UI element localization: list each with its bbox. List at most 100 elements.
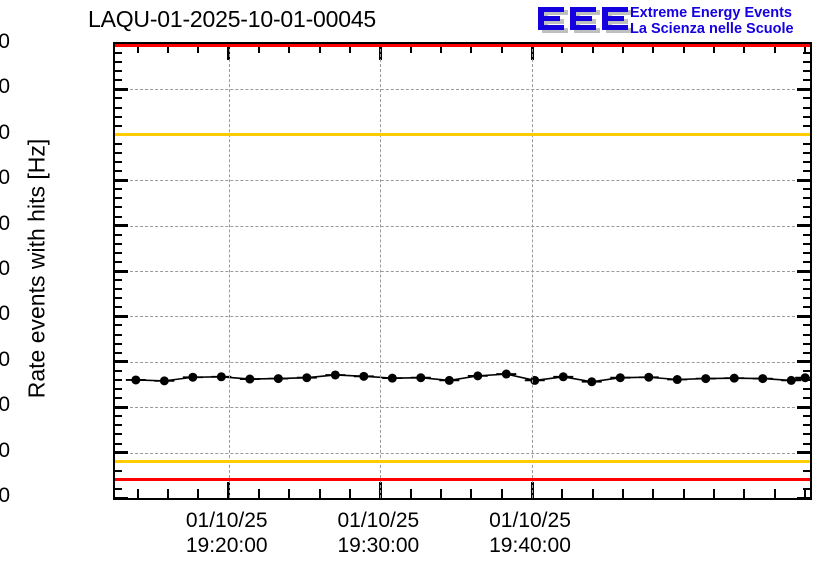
y-tick-minor bbox=[803, 188, 810, 191]
x-tick-minor bbox=[167, 489, 170, 498]
x-tick-label-time: 19:30:00 bbox=[337, 534, 420, 557]
x-tick-minor bbox=[621, 44, 624, 53]
x-gridline bbox=[228, 44, 230, 498]
x-tick-minor bbox=[743, 489, 746, 498]
x-tick-minor bbox=[136, 44, 139, 53]
y-tick-minor bbox=[803, 124, 810, 127]
x-tick-minor bbox=[288, 44, 291, 53]
y-tick-minor bbox=[115, 52, 122, 55]
threshold-line-lower-yellow bbox=[115, 460, 810, 464]
series-marker bbox=[359, 371, 369, 381]
y-tick-minor bbox=[115, 487, 122, 490]
y-tick-major bbox=[115, 269, 128, 273]
y-tick-minor bbox=[115, 215, 122, 218]
x-tick-minor bbox=[652, 489, 655, 498]
y-tick-minor bbox=[803, 378, 810, 381]
y-tick-minor bbox=[115, 288, 122, 291]
x-tick-minor bbox=[591, 489, 594, 498]
y-tick-minor bbox=[803, 251, 810, 254]
eee-logo: Extreme Energy Events La Scienza nelle S… bbox=[536, 4, 832, 40]
series-marker bbox=[701, 374, 711, 384]
y-tick-major bbox=[115, 314, 128, 318]
y-tick-major bbox=[797, 405, 810, 409]
y-tick-minor bbox=[803, 151, 810, 154]
x-tick-label-time: 19:40:00 bbox=[489, 534, 571, 557]
y-tick-minor bbox=[803, 106, 810, 109]
y-tick-minor bbox=[803, 161, 810, 164]
x-tick-label-date: 01/10/25 bbox=[489, 509, 571, 532]
series-marker bbox=[473, 371, 483, 381]
y-tick-minor bbox=[115, 369, 122, 372]
series-marker bbox=[672, 375, 682, 385]
x-tick-minor bbox=[712, 489, 715, 498]
y-tick-major bbox=[797, 360, 810, 364]
y-gridline bbox=[115, 225, 810, 227]
y-tick-minor bbox=[115, 260, 122, 263]
x-tick-minor bbox=[136, 489, 139, 498]
y-tick-label: 10 bbox=[0, 438, 10, 462]
series-marker bbox=[644, 372, 654, 382]
y-tick-minor bbox=[115, 342, 122, 345]
y-tick-minor bbox=[115, 170, 122, 173]
y-tick-minor bbox=[803, 324, 810, 327]
y-tick-minor bbox=[115, 397, 122, 400]
y-gridline bbox=[115, 407, 810, 409]
series-marker bbox=[273, 374, 283, 384]
plot-area bbox=[113, 42, 812, 500]
y-tick-minor bbox=[115, 424, 122, 427]
y-tick-minor bbox=[803, 351, 810, 354]
series-marker bbox=[615, 373, 625, 383]
y-tick-minor bbox=[115, 306, 122, 309]
y-tick-minor bbox=[803, 424, 810, 427]
y-tick-label: 20 bbox=[0, 393, 10, 417]
x-tick-minor bbox=[318, 44, 321, 53]
y-tick-minor bbox=[115, 161, 122, 164]
y-gridline bbox=[115, 452, 810, 454]
y-tick-minor bbox=[115, 142, 122, 145]
y-tick-minor bbox=[115, 469, 122, 472]
series-marker bbox=[131, 375, 141, 385]
y-tick-major bbox=[115, 451, 128, 455]
y-gridline bbox=[115, 271, 810, 272]
y-tick-label: 90 bbox=[0, 75, 10, 99]
eee-logo-line2: La Scienza nelle Scuole bbox=[630, 21, 794, 37]
x-tick-label: 01/10/25 19:40:00 bbox=[440, 508, 620, 558]
y-tick-minor bbox=[803, 306, 810, 309]
y-tick-minor bbox=[115, 251, 122, 254]
y-tick-minor bbox=[803, 388, 810, 391]
y-tick-major bbox=[115, 405, 128, 409]
y-tick-minor bbox=[803, 369, 810, 372]
y-gridline bbox=[115, 89, 810, 91]
series-marker bbox=[558, 372, 568, 382]
data-series bbox=[125, 369, 810, 387]
y-tick-minor bbox=[115, 70, 122, 73]
y-tick-major bbox=[797, 496, 810, 498]
y-tick-major bbox=[797, 224, 810, 228]
y-tick-label: 40 bbox=[0, 302, 10, 326]
y-tick-minor bbox=[803, 397, 810, 400]
y-tick-minor bbox=[115, 233, 122, 236]
y-tick-minor bbox=[115, 433, 122, 436]
series-marker bbox=[587, 377, 597, 387]
x-tick-minor bbox=[470, 44, 473, 53]
y-tick-minor bbox=[803, 206, 810, 209]
series-marker bbox=[159, 376, 169, 386]
y-tick-major bbox=[115, 496, 128, 498]
y-tick-minor bbox=[803, 170, 810, 173]
x-tick-minor bbox=[440, 44, 443, 53]
y-tick-label: 50 bbox=[0, 257, 10, 280]
y-tick-minor bbox=[803, 288, 810, 291]
y-tick-minor bbox=[115, 151, 122, 154]
y-tick-minor bbox=[803, 52, 810, 55]
y-tick-major bbox=[797, 178, 810, 182]
x-tick-label-time: 19:20:00 bbox=[185, 534, 268, 557]
y-tick-minor bbox=[803, 333, 810, 336]
y-tick-major bbox=[797, 269, 810, 273]
y-tick-minor bbox=[115, 279, 122, 282]
y-tick-minor bbox=[803, 260, 810, 263]
y-tick-minor bbox=[115, 388, 122, 391]
x-tick-minor bbox=[197, 44, 200, 53]
x-tick-minor bbox=[682, 44, 685, 53]
y-tick-major bbox=[115, 224, 128, 228]
y-tick-minor bbox=[115, 324, 122, 327]
